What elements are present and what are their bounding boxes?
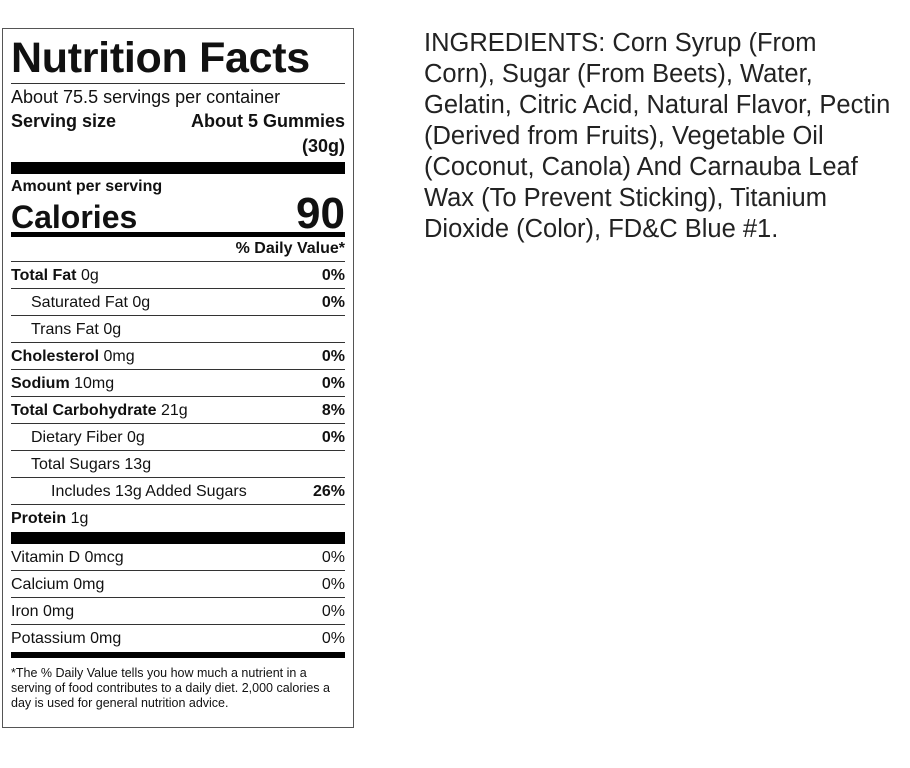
nutrient-amount: 0g (80, 267, 99, 284)
nutrient-row-total-sugars: Total Sugars 13g (11, 451, 345, 478)
nutrient-row-sodium: Sodium 10mg 0% (11, 370, 345, 397)
vitamin-row-potassium: Potassium 0mg 0% (11, 625, 345, 652)
vitamin-dv: 0% (321, 630, 345, 647)
nutrient-amount: 13g (124, 456, 152, 473)
servings-per-container: About 75.5 servings per container (11, 87, 281, 107)
nutrient-amount: 0g (103, 321, 122, 338)
vitamin-row-iron: Iron 0mg 0% (11, 598, 345, 625)
calories-row: Calories 90 (11, 189, 345, 238)
divider (11, 83, 345, 84)
vitamin-amount: 0mg (73, 576, 105, 593)
nutrient-dv: 0% (321, 375, 345, 392)
nutrient-row-dietary-fiber: Dietary Fiber 0g 0% (11, 424, 345, 451)
calories-value: 90 (296, 189, 345, 238)
nutrient-row-trans-fat: Trans Fat 0g (11, 316, 345, 343)
vitamin-name: Calcium (11, 576, 69, 593)
nutrient-dv: 0% (321, 267, 345, 284)
nutrient-name: Includes 13g Added Sugars (51, 483, 247, 500)
nutrient-row-saturated-fat: Saturated Fat 0g 0% (11, 289, 345, 316)
thick-divider (11, 162, 345, 174)
nutrient-dv: 0% (321, 429, 345, 446)
nutrient-dv: 8% (321, 402, 345, 419)
vitamin-dv: 0% (321, 549, 345, 566)
vitamin-amount: 0mg (90, 630, 122, 647)
calories-label: Calories (11, 199, 138, 235)
nutrition-facts-panel: Nutrition Facts About 75.5 servings per … (2, 28, 354, 728)
medium-divider (11, 232, 345, 237)
nutrient-name: Cholesterol (11, 348, 100, 365)
label-title: Nutrition Facts (11, 34, 310, 82)
vitamin-name: Potassium (11, 630, 86, 647)
nutrient-amount: 0mg (103, 348, 135, 365)
nutrient-dv: 0% (321, 348, 345, 365)
nutrient-amount: 1g (70, 510, 89, 527)
nutrient-name: Total Fat (11, 267, 77, 284)
daily-value-header: % Daily Value* (11, 237, 345, 262)
nutrient-row-total-fat: Total Fat 0g 0% (11, 262, 345, 289)
nutrient-name: Trans Fat (31, 321, 99, 338)
serving-size-weight: (30g) (301, 136, 345, 156)
vitamin-amount: 0mcg (84, 549, 124, 566)
nutrient-amount: 10mg (74, 375, 115, 392)
vitamin-row-calcium: Calcium 0mg 0% (11, 571, 345, 598)
nutrient-name: Dietary Fiber (31, 429, 123, 446)
nutrient-name: Saturated Fat (31, 294, 128, 311)
nutrient-name: Sodium (11, 375, 70, 392)
serving-size-label: Serving size (11, 111, 117, 131)
serving-size-value: About 5 Gummies (190, 111, 345, 131)
nutrient-row-cholesterol: Cholesterol 0mg 0% (11, 343, 345, 370)
vitamin-row-vitamin-d: Vitamin D 0mcg 0% (11, 544, 345, 571)
nutrient-amount: 0g (132, 294, 151, 311)
vitamin-name: Vitamin D (11, 549, 81, 566)
nutrient-row-added-sugars: Includes 13g Added Sugars 26% (11, 478, 345, 505)
nutrient-amount: 21g (160, 402, 188, 419)
nutrient-name: Total Sugars (31, 456, 120, 473)
nutrient-name: Protein (11, 510, 67, 527)
vitamin-name: Iron (11, 603, 39, 620)
nutrient-dv: 0% (321, 294, 345, 311)
thick-divider (11, 532, 345, 544)
medium-divider (11, 652, 345, 658)
nutrient-dv: 26% (312, 483, 345, 500)
nutrient-amount: 0g (127, 429, 145, 446)
vitamin-dv: 0% (321, 576, 345, 593)
ingredients-text: INGREDIENTS: Corn Syrup (From Corn), Sug… (424, 29, 891, 243)
serving-size: Serving size About 5 Gummies (11, 109, 345, 133)
amount-per-serving: Amount per serving (11, 178, 163, 195)
nutrient-row-total-carbohydrate: Total Carbohydrate 21g 8% (11, 397, 345, 424)
vitamin-dv: 0% (321, 603, 345, 620)
nutrient-row-protein: Protein 1g (11, 505, 345, 532)
daily-value-footnote: *The % Daily Value tells you how much a … (11, 666, 330, 710)
nutrient-name: Total Carbohydrate (11, 402, 157, 419)
vitamin-amount: 0mg (43, 603, 75, 620)
